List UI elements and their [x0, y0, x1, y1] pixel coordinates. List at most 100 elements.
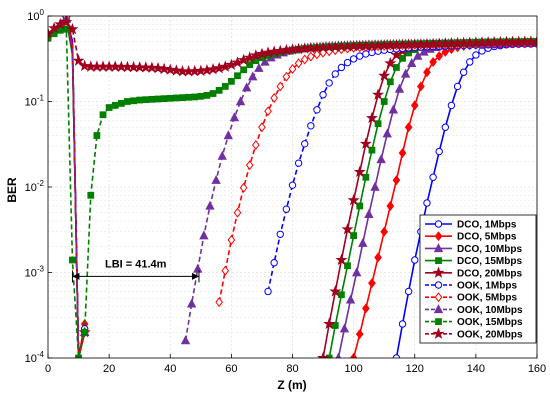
data-point: [215, 297, 223, 308]
data-point: [398, 320, 407, 328]
data-point: [466, 58, 474, 66]
data-point: [343, 58, 352, 67]
data-point: [358, 237, 368, 247]
data-point: [160, 95, 168, 103]
x-tick-label: 140: [467, 363, 485, 375]
data-point: [423, 199, 431, 207]
data-point: [380, 226, 389, 237]
legend-item: OOK, 10Mbps: [425, 304, 523, 316]
data-point: [376, 154, 386, 164]
data-point: [301, 140, 309, 148]
data-point: [434, 292, 443, 303]
data-point: [388, 104, 399, 114]
data-point: [179, 94, 186, 102]
data-point: [365, 111, 378, 124]
x-tick-label: 20: [103, 363, 115, 375]
data-point: [199, 230, 209, 240]
data-point: [433, 243, 444, 253]
data-point: [374, 120, 382, 128]
data-point: [288, 64, 297, 74]
data-point: [338, 291, 345, 299]
data-point: [350, 232, 358, 239]
data-point: [294, 58, 303, 69]
data-point: [186, 298, 197, 308]
data-point: [294, 159, 303, 167]
legend-item: DCO, 5Mbps: [425, 231, 517, 243]
lbi-arrowhead-left: [72, 272, 80, 280]
data-point: [270, 92, 278, 103]
data-point: [227, 235, 236, 245]
data-point: [353, 165, 366, 178]
data-point: [386, 200, 395, 211]
data-point: [264, 287, 272, 296]
data-point: [368, 278, 376, 289]
data-point: [145, 61, 158, 73]
data-point: [345, 294, 356, 304]
lbi-arrowhead-right: [191, 272, 199, 280]
data-point: [411, 256, 419, 264]
data-point: [404, 287, 413, 296]
data-point: [329, 285, 342, 297]
data-point: [170, 64, 183, 76]
data-point: [380, 98, 388, 105]
y-tick-label: 10-3: [25, 265, 45, 280]
data-point: [317, 351, 330, 358]
data-point: [111, 102, 119, 109]
legend-item: OOK, 1Mbps: [425, 281, 517, 292]
x-tick-label: 80: [286, 363, 298, 375]
data-point: [435, 147, 443, 156]
data-point: [282, 205, 291, 213]
data-point: [254, 62, 264, 72]
data-point: [276, 81, 285, 92]
legend-label: OOK, 15Mbps: [457, 317, 523, 328]
data-point: [393, 64, 400, 71]
data-point: [93, 132, 101, 139]
lbi-label: LBI = 41.4m: [105, 258, 167, 270]
data-point: [335, 253, 348, 266]
data-point: [164, 63, 177, 75]
data-point: [191, 93, 199, 101]
data-point: [419, 46, 429, 56]
data-point: [276, 230, 284, 238]
x-tick-label: 40: [164, 363, 176, 375]
data-point: [386, 78, 394, 86]
legend-item: OOK, 20Mbps: [425, 327, 523, 340]
data-point: [313, 49, 321, 60]
data-point: [152, 61, 165, 74]
data-point: [288, 181, 297, 189]
data-point: [359, 137, 372, 149]
data-point: [400, 68, 411, 78]
data-point: [264, 106, 272, 117]
y-tick-label: 10-1: [25, 94, 45, 109]
data-point: [435, 318, 442, 325]
lbi-annotation: LBI = 41.4m: [71, 258, 200, 283]
x-tick-label: 120: [406, 363, 424, 375]
data-point: [423, 67, 431, 78]
data-point: [347, 193, 360, 206]
legend-label: DCO, 5Mbps: [457, 232, 517, 243]
data-point: [148, 95, 156, 103]
data-point: [362, 303, 370, 314]
data-point: [211, 174, 221, 184]
data-point: [239, 182, 248, 193]
data-point: [307, 51, 315, 62]
legend-label: DCO, 20Mbps: [457, 268, 522, 279]
data-point: [337, 63, 346, 72]
data-point: [370, 181, 380, 191]
legend-item: DCO, 1Mbps: [425, 220, 517, 231]
data-point: [223, 130, 233, 140]
data-point: [410, 100, 419, 111]
data-point: [368, 146, 376, 154]
data-point: [433, 304, 444, 314]
data-point: [197, 92, 205, 100]
data-point: [352, 267, 362, 277]
series-layer: [48, 16, 537, 358]
data-point: [248, 71, 258, 81]
data-point: [398, 147, 407, 158]
data-point: [434, 220, 443, 228]
data-point: [117, 100, 125, 107]
data-point: [407, 58, 417, 67]
data-point: [429, 173, 437, 181]
